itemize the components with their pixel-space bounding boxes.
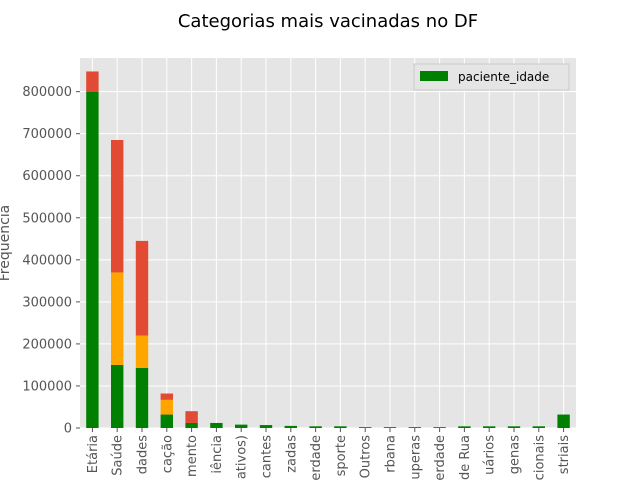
- y-tick-label: 800000: [22, 85, 72, 100]
- y-tick-label: 500000: [22, 211, 72, 226]
- x-tick-label: rbana: [384, 435, 399, 473]
- y-tick-label: 600000: [22, 169, 72, 184]
- bar-segment-18-series-0: [532, 426, 545, 428]
- bar-segment-7-series-0: [259, 425, 273, 428]
- x-tick-label: Saúde: [111, 435, 126, 476]
- x-tick-label: uperas: [408, 435, 423, 480]
- bar-segment-1-series-1: [111, 272, 124, 365]
- bar-segment-4-series-2: [185, 411, 198, 423]
- x-tick-label: cação: [160, 435, 175, 473]
- chart-title: Categorias mais vacinadas no DF: [178, 11, 478, 32]
- bar-segment-6-series-0: [235, 424, 248, 428]
- bar-segment-3-series-0: [160, 414, 173, 428]
- x-tick-label: Etária: [86, 435, 101, 473]
- grid: [80, 58, 576, 429]
- y-axis-label: Frequência: [0, 205, 13, 282]
- x-axis-ticks: Etária Saúde dades cação mento iência ativos) c…: [86, 428, 572, 481]
- bar-segment-5-series-0: [210, 422, 223, 428]
- plot-area: [80, 58, 576, 428]
- y-tick-label: 300000: [22, 295, 72, 310]
- bar-segment-1-series-0: [111, 364, 124, 428]
- bar-segment-2-series-1: [135, 335, 149, 368]
- x-tick-label: ativos): [235, 435, 250, 479]
- bar-segment-8-series-0: [284, 425, 297, 428]
- x-tick-label: mento: [185, 435, 200, 477]
- x-tick-label: genas: [508, 435, 523, 474]
- bar-segment-12-series-0: [383, 427, 397, 428]
- x-tick-label: striais: [557, 435, 572, 474]
- x-tick-label: zadas: [284, 435, 299, 473]
- bar-segment-0-series-0: [86, 91, 99, 429]
- bar-segment-19-series-0: [557, 414, 570, 428]
- x-tick-label: Outros: [359, 435, 374, 479]
- bar-segment-9-series-0: [309, 426, 322, 428]
- bar-segment-11-series-0: [359, 427, 372, 428]
- y-tick-label: 100000: [22, 379, 72, 394]
- bar-segment-15-series-0: [458, 426, 471, 428]
- bars: [86, 71, 570, 429]
- y-axis-ticks: 0 100000 200000 300000 400000 500000 600000 700…: [22, 85, 80, 437]
- x-tick-label: cionais: [532, 435, 547, 480]
- bar-segment-0-series-2: [86, 71, 99, 92]
- y-tick-label: 700000: [22, 127, 72, 142]
- bar-segment-3-series-1: [160, 399, 173, 415]
- bar-segment-4-series-0: [185, 422, 198, 428]
- bar-segment-17-series-0: [507, 426, 521, 428]
- bar-segment-16-series-0: [483, 426, 496, 428]
- x-tick-label: iência: [210, 435, 225, 474]
- legend: paciente_idade: [413, 63, 570, 91]
- bar-segment-3-series-2: [160, 393, 173, 400]
- bar-segment-2-series-0: [135, 367, 149, 428]
- x-tick-label: de Rua: [458, 435, 473, 480]
- bar-segment-10-series-0: [334, 426, 347, 428]
- x-tick-label: cantes: [260, 435, 275, 478]
- x-tick-label: erdade: [309, 435, 324, 480]
- x-tick-label: sporte: [334, 435, 349, 476]
- y-tick-label: 200000: [22, 337, 72, 352]
- bar-segment-13-series-0: [408, 427, 421, 428]
- y-tick-label: 400000: [22, 253, 72, 268]
- y-tick-label: 0: [64, 422, 72, 437]
- bar-segment-14-series-0: [433, 427, 446, 428]
- x-tick-label: uários: [483, 435, 498, 475]
- legend-label: paciente_idade: [458, 70, 549, 84]
- x-tick-label: erdade: [433, 435, 448, 480]
- legend-swatch: [420, 71, 448, 81]
- bar-segment-1-series-2: [111, 139, 124, 273]
- bar-segment-2-series-2: [135, 240, 149, 336]
- x-tick-label: dades: [136, 435, 151, 474]
